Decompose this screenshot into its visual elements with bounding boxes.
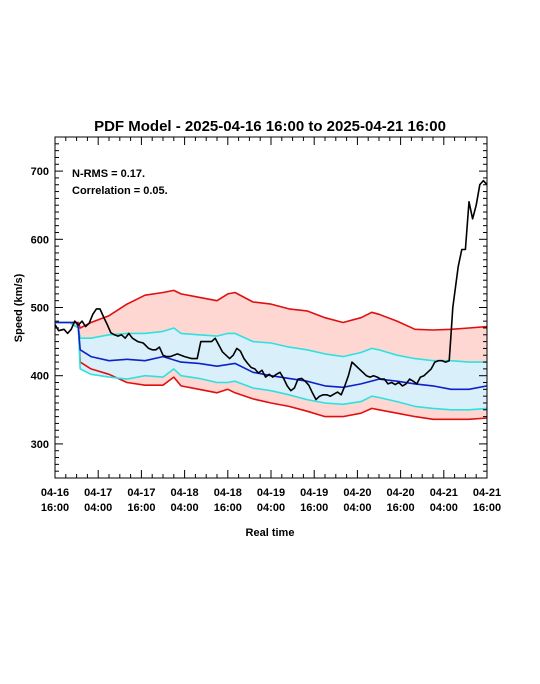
x-tick-label: 04-19 bbox=[257, 487, 285, 499]
x-tick-label: 16:00 bbox=[387, 502, 415, 514]
y-axis-label: Speed (km/s) bbox=[13, 273, 25, 342]
lower-outer-line bbox=[55, 321, 488, 421]
lines-layer bbox=[54, 179, 488, 421]
x-tick-label: 04:00 bbox=[430, 502, 458, 514]
x-tick-label: 04-17 bbox=[127, 487, 155, 499]
y-tick-label: 300 bbox=[31, 439, 49, 451]
y-tick-label: 700 bbox=[31, 166, 49, 178]
x-tick-label: 04-17 bbox=[84, 487, 112, 499]
upper-outer-line bbox=[55, 289, 488, 331]
upper-inner-line bbox=[55, 321, 487, 363]
annotation-correlation: Correlation = 0.05. bbox=[72, 185, 168, 197]
series-line-median bbox=[55, 321, 488, 391]
x-tick-label: 16:00 bbox=[127, 502, 155, 514]
y-tick-label: 400 bbox=[31, 371, 49, 383]
x-tick-label: 04:00 bbox=[84, 502, 112, 514]
x-tick-label: 04:00 bbox=[343, 502, 371, 514]
x-tick-label: 04-21 bbox=[473, 487, 501, 499]
lower-inner-line bbox=[55, 321, 488, 411]
y-tick-label: 600 bbox=[31, 234, 49, 246]
chart-title: PDF Model - 2025-04-16 16:00 to 2025-04-… bbox=[94, 118, 446, 135]
x-tick-label: 04-20 bbox=[343, 487, 371, 499]
x-tick-label: 04-18 bbox=[171, 487, 199, 499]
x-tick-label: 04-21 bbox=[430, 487, 458, 499]
x-tick-label: 16:00 bbox=[473, 502, 501, 514]
inner-band bbox=[55, 322, 487, 410]
x-tick-label: 04-20 bbox=[387, 487, 415, 499]
x-tick-label: 16:00 bbox=[300, 502, 328, 514]
y-tick-label: 500 bbox=[31, 303, 49, 315]
bands-layer bbox=[55, 290, 487, 420]
x-tick-label: 16:00 bbox=[41, 502, 69, 514]
x-tick-label: 04-16 bbox=[41, 487, 69, 499]
x-tick-label: 04-18 bbox=[214, 487, 242, 499]
annotation-nrms: N-RMS = 0.17. bbox=[72, 168, 145, 180]
series-line-observed bbox=[54, 179, 488, 401]
x-tick-label: 16:00 bbox=[214, 502, 242, 514]
x-axis-label: Real time bbox=[246, 527, 295, 539]
x-tick-label: 04:00 bbox=[257, 502, 285, 514]
x-tick-label: 04-19 bbox=[300, 487, 328, 499]
x-tick-label: 04:00 bbox=[171, 502, 199, 514]
ticks-layer: 04-16 16:00 04-17 04:00 04-17 16:00 04-18 04:00… bbox=[31, 136, 501, 514]
